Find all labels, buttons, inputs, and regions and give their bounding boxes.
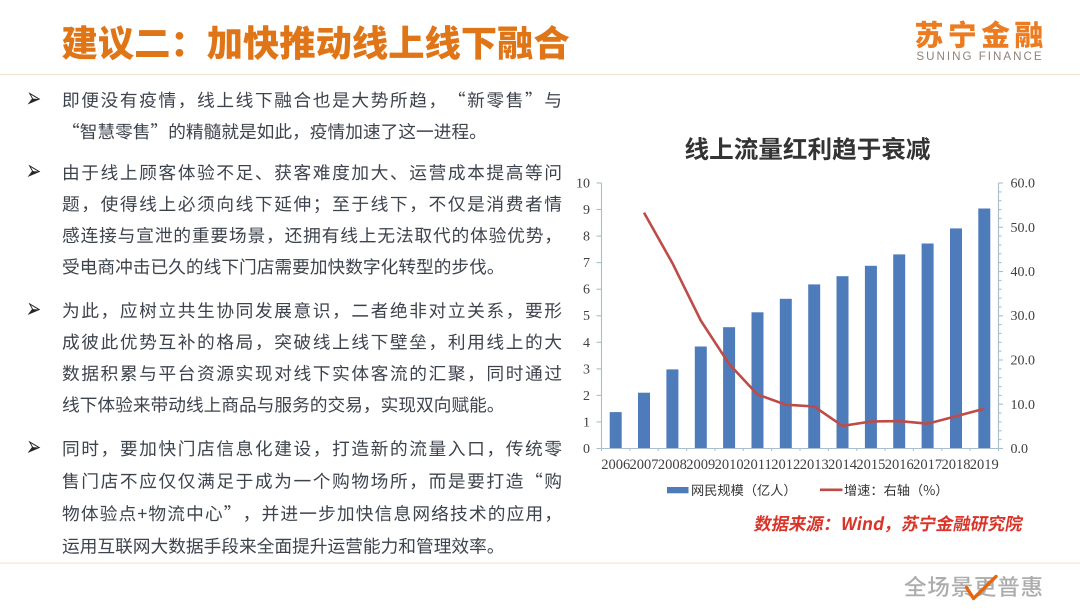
svg-text:50.0: 50.0	[1011, 221, 1036, 236]
svg-text:2017: 2017	[913, 457, 942, 473]
svg-text:4: 4	[583, 336, 590, 351]
svg-text:2018: 2018	[942, 457, 971, 473]
svg-text:9: 9	[583, 203, 590, 218]
svg-text:30.0: 30.0	[1011, 309, 1036, 324]
svg-text:2011: 2011	[743, 457, 771, 473]
svg-text:1: 1	[583, 415, 590, 430]
svg-text:2009: 2009	[686, 457, 715, 473]
svg-text:2010: 2010	[715, 457, 744, 473]
svg-text:40.0: 40.0	[1011, 265, 1036, 280]
svg-text:5: 5	[583, 309, 590, 324]
svg-text:2007: 2007	[630, 457, 659, 473]
svg-text:60.0: 60.0	[1011, 177, 1036, 192]
svg-text:2013: 2013	[800, 457, 829, 473]
svg-text:0: 0	[583, 442, 590, 457]
svg-text:2008: 2008	[658, 457, 687, 473]
svg-text:10.0: 10.0	[1011, 398, 1036, 413]
svg-text:2012: 2012	[771, 457, 800, 473]
svg-text:2019: 2019	[970, 457, 999, 473]
svg-text:2015: 2015	[856, 457, 885, 473]
svg-text:2: 2	[583, 389, 590, 404]
svg-text:7: 7	[583, 256, 590, 271]
svg-text:SUNING FINANCE: SUNING FINANCE	[916, 50, 1043, 63]
svg-text:8: 8	[583, 230, 590, 245]
svg-text:0.0: 0.0	[1011, 442, 1029, 457]
svg-text:20.0: 20.0	[1011, 354, 1036, 369]
svg-text:2014: 2014	[828, 457, 858, 473]
svg-text:2006: 2006	[601, 457, 630, 473]
svg-text:6: 6	[583, 283, 590, 298]
svg-text:10: 10	[576, 177, 590, 192]
svg-text:3: 3	[583, 362, 590, 377]
svg-text:2016: 2016	[885, 457, 914, 473]
